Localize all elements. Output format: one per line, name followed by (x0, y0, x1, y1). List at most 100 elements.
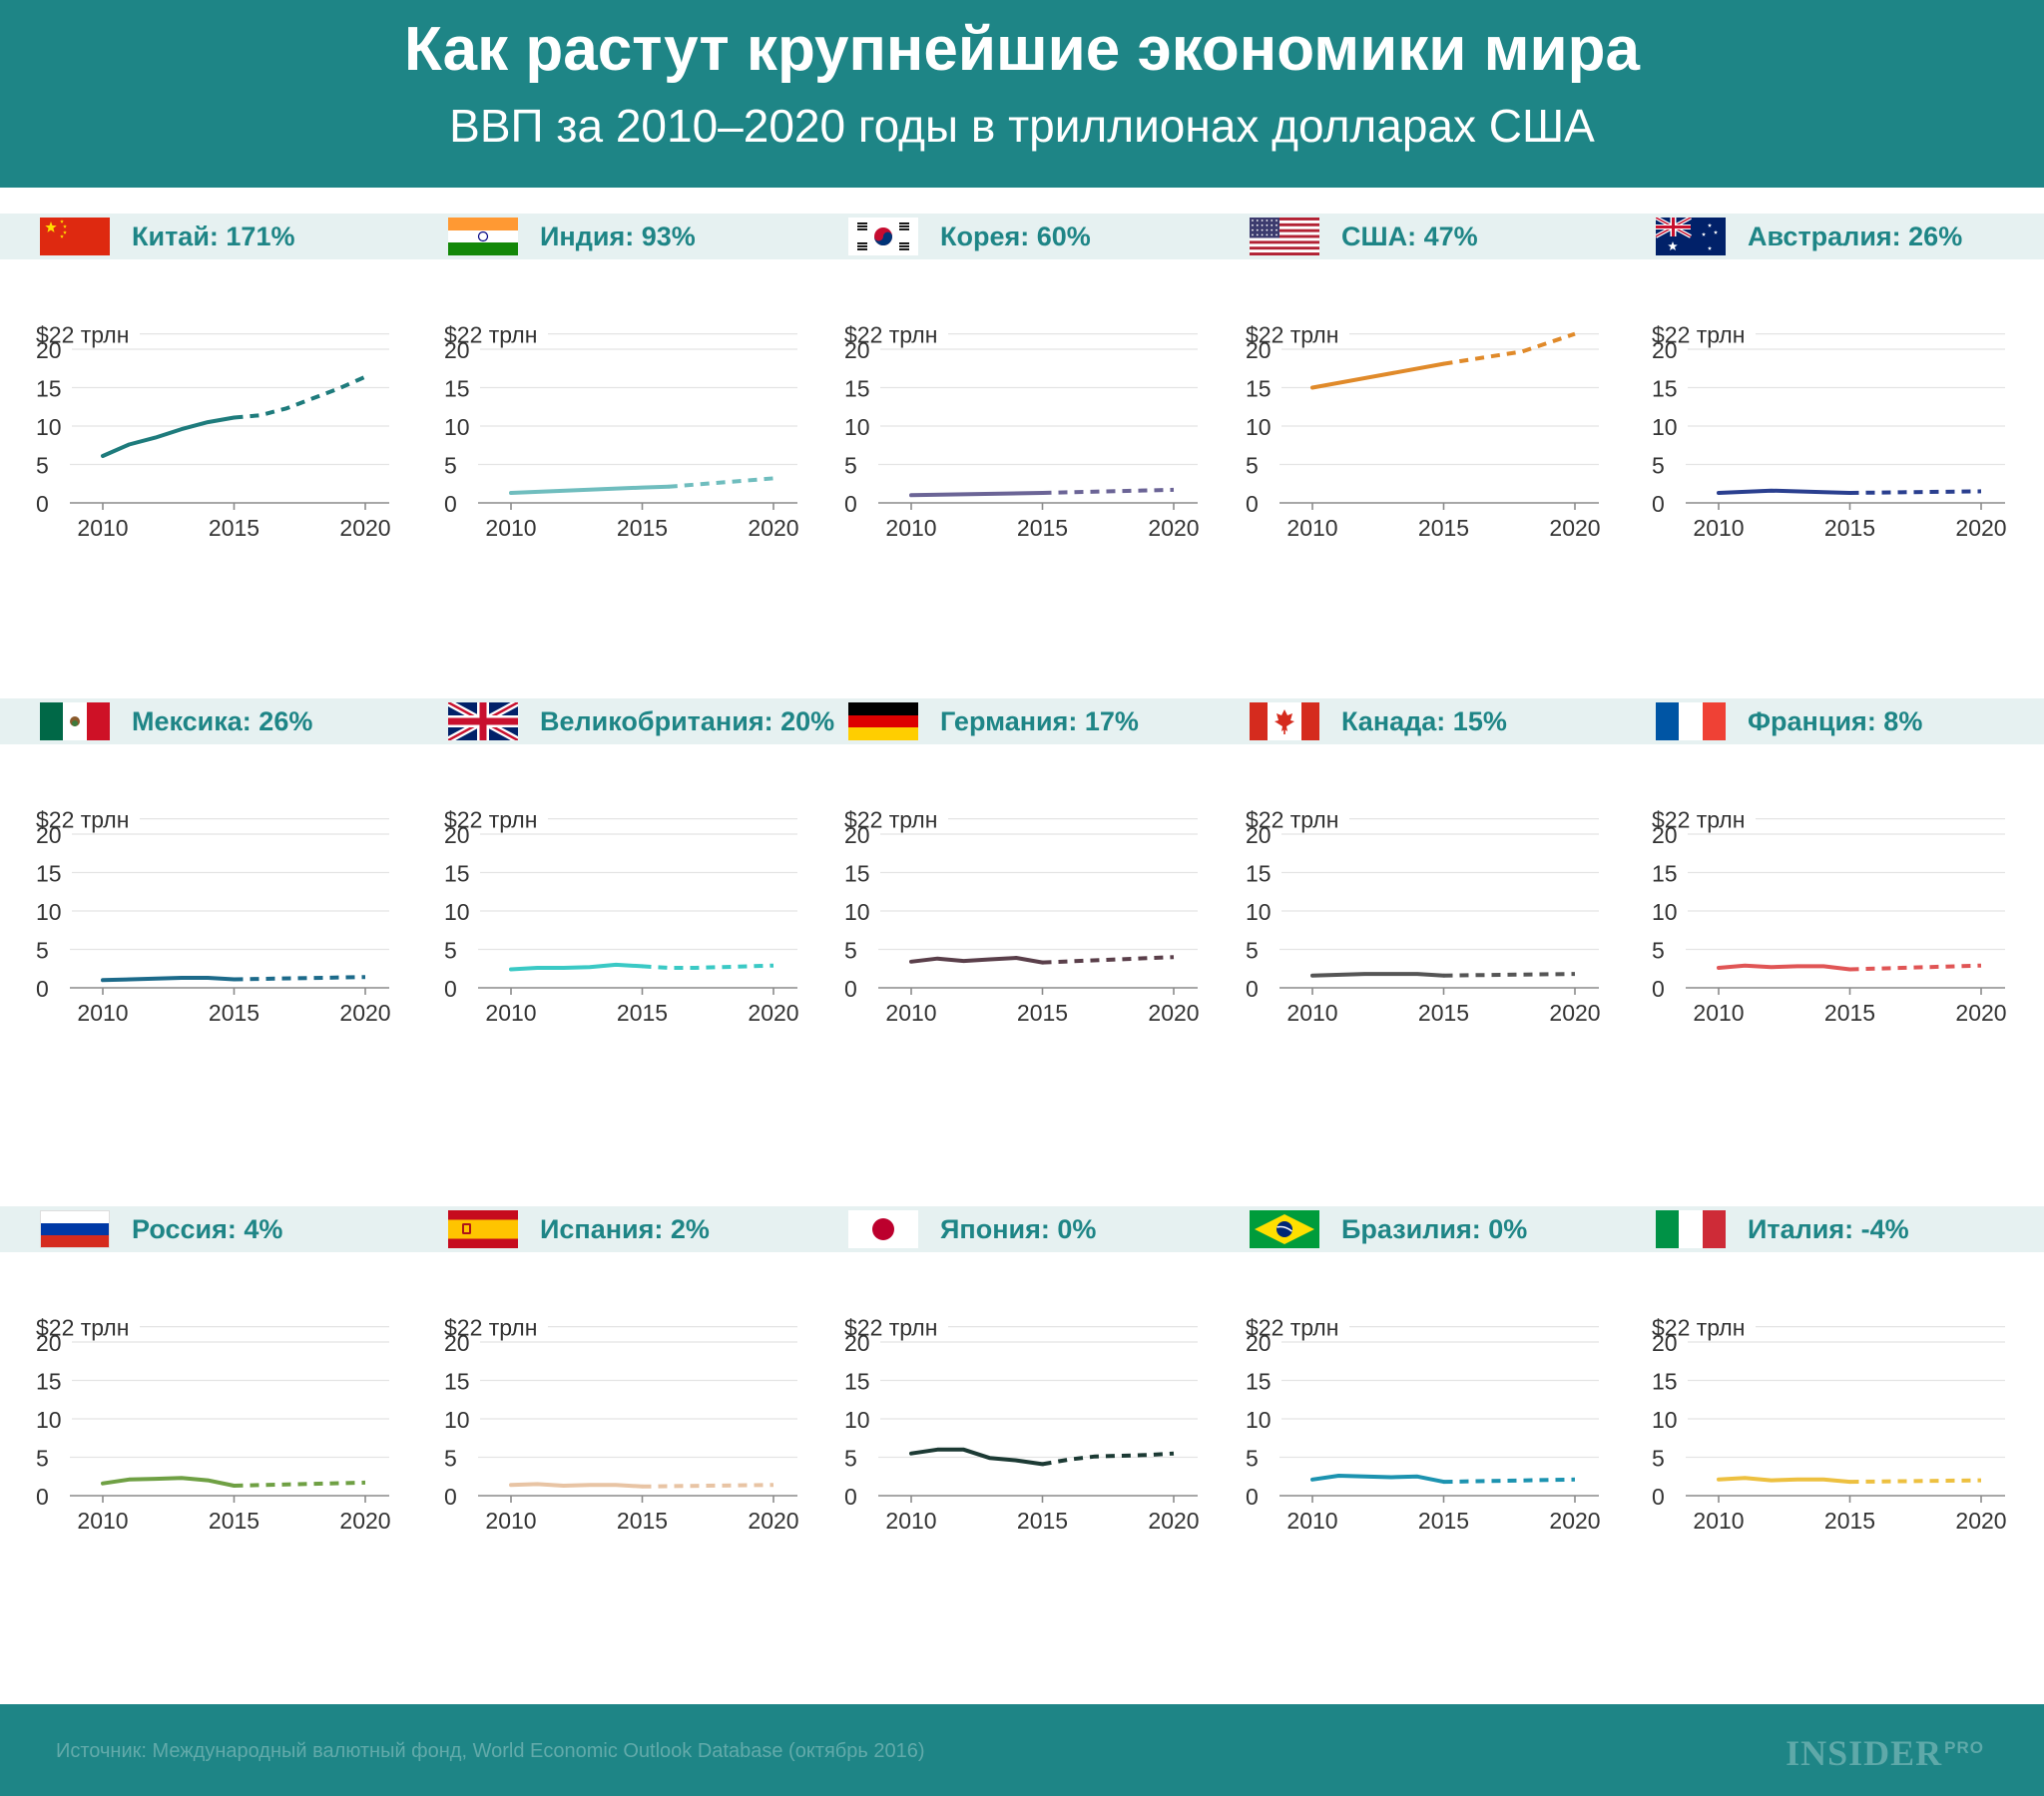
x-tick-label: 2015 (209, 1000, 259, 1026)
y-tick-label: 10 (1652, 414, 1678, 440)
x-tick-label: 2010 (885, 1000, 936, 1026)
y-tick-label: 0 (844, 1484, 857, 1510)
x-tick-label: 2020 (339, 515, 390, 541)
x-tick-label: 2010 (1286, 1000, 1337, 1026)
x-tick-label: 2015 (1418, 1000, 1469, 1026)
y-tick-label: 0 (1246, 976, 1259, 1002)
country-label: Япония: 0% (940, 1214, 1097, 1244)
series-line-forecast (1042, 487, 1175, 495)
y-tick-label: 15 (844, 376, 870, 402)
series-line-actual (101, 1476, 237, 1488)
series-line-actual (509, 484, 671, 495)
country-label: Италия: -4% (1748, 1214, 1909, 1244)
y-unit-label: $22 трлн (844, 1315, 937, 1341)
y-tick-label: 0 (36, 491, 49, 517)
series-line-actual (1310, 361, 1446, 390)
x-tick-label: 2010 (485, 1508, 536, 1534)
series-line-forecast (1042, 1451, 1175, 1467)
brand-logo: INSIDER PRO (1786, 1732, 1984, 1774)
series-line-forecast (234, 975, 366, 982)
series-line-forecast (1849, 1478, 1982, 1485)
x-tick-label: 2020 (339, 1000, 390, 1026)
series-line-actual (509, 1482, 645, 1489)
y-unit-label: $22 трлн (36, 322, 129, 348)
y-tick-label: 20 (844, 337, 870, 363)
y-tick-label: 20 (1246, 1330, 1272, 1356)
y-tick-label: 10 (844, 414, 870, 440)
y-unit-label: $22 трлн (1246, 1315, 1338, 1341)
x-tick-label: 2010 (485, 515, 536, 541)
source-note: Источник: Международный валютный фонд, W… (56, 1740, 925, 1762)
y-tick-label: 20 (1246, 337, 1272, 363)
y-tick-label: 10 (444, 899, 470, 925)
y-tick-label: 10 (1246, 414, 1272, 440)
y-tick-label: 5 (36, 453, 49, 479)
x-tick-label: 2015 (209, 1508, 259, 1534)
x-tick-label: 2020 (339, 1508, 390, 1534)
y-tick-label: 5 (844, 1446, 857, 1472)
y-tick-label: 0 (1246, 1484, 1259, 1510)
series-line-forecast (668, 476, 774, 489)
y-tick-label: 20 (444, 337, 470, 363)
series-line-forecast (234, 374, 366, 420)
x-tick-label: 2020 (748, 1000, 798, 1026)
y-tick-label: 5 (844, 453, 857, 479)
y-tick-label: 0 (844, 491, 857, 517)
flag-cn-icon (40, 218, 110, 255)
y-tick-label: 0 (444, 491, 457, 517)
y-tick-label: 10 (1652, 1407, 1678, 1433)
flag-kr-icon (848, 218, 918, 255)
y-unit-label: $22 трлн (844, 322, 937, 348)
flag-de-icon (848, 702, 918, 740)
x-tick-label: 2020 (1148, 1508, 1199, 1534)
y-tick-label: 10 (36, 414, 62, 440)
x-tick-label: 2015 (617, 1508, 668, 1534)
y-tick-label: 0 (1652, 491, 1665, 517)
flag-in-icon (448, 218, 518, 255)
country-label: Индия: 93% (540, 222, 696, 251)
x-tick-label: 2015 (617, 1000, 668, 1026)
x-tick-label: 2010 (885, 1508, 936, 1534)
series-line-actual (1717, 488, 1852, 495)
x-tick-label: 2015 (1824, 515, 1875, 541)
series-line-forecast (1042, 955, 1175, 965)
x-tick-label: 2010 (77, 1000, 128, 1026)
y-tick-label: 5 (36, 1446, 49, 1472)
brand-logo-text: INSIDER (1786, 1733, 1943, 1773)
y-tick-label: 20 (844, 1330, 870, 1356)
y-tick-label: 15 (444, 1369, 470, 1395)
country-label: Франция: 8% (1748, 706, 1923, 736)
y-unit-label: $22 трлн (1652, 807, 1745, 833)
y-tick-label: 20 (844, 822, 870, 848)
y-tick-label: 20 (1652, 1330, 1678, 1356)
y-tick-label: 5 (444, 938, 457, 964)
y-tick-label: 0 (1652, 1484, 1665, 1510)
y-unit-label: $22 трлн (36, 1315, 129, 1341)
y-tick-label: 15 (444, 376, 470, 402)
x-tick-label: 2020 (748, 1508, 798, 1534)
x-tick-label: 2015 (617, 515, 668, 541)
x-tick-label: 2010 (1286, 515, 1337, 541)
x-tick-label: 2015 (1418, 1508, 1469, 1534)
y-tick-label: 15 (1652, 376, 1678, 402)
series-line-forecast (1443, 1477, 1576, 1485)
country-label: Австралия: 26% (1748, 222, 1963, 251)
footer: Источник: Международный валютный фонд, W… (0, 1704, 2044, 1796)
y-tick-label: 10 (1246, 1407, 1272, 1433)
y-tick-label: 0 (444, 1484, 457, 1510)
y-tick-label: 5 (36, 938, 49, 964)
country-label: Россия: 4% (132, 1214, 283, 1244)
y-tick-label: 20 (1652, 822, 1678, 848)
country-label: Великобритания: 20% (540, 706, 835, 736)
y-tick-label: 10 (1652, 899, 1678, 925)
flag-ru-icon (40, 1210, 110, 1248)
series-line-actual (1717, 963, 1852, 972)
y-unit-label: $22 трлн (444, 322, 537, 348)
flag-ca-icon (1250, 702, 1319, 740)
flag-au-icon (1656, 218, 1726, 255)
